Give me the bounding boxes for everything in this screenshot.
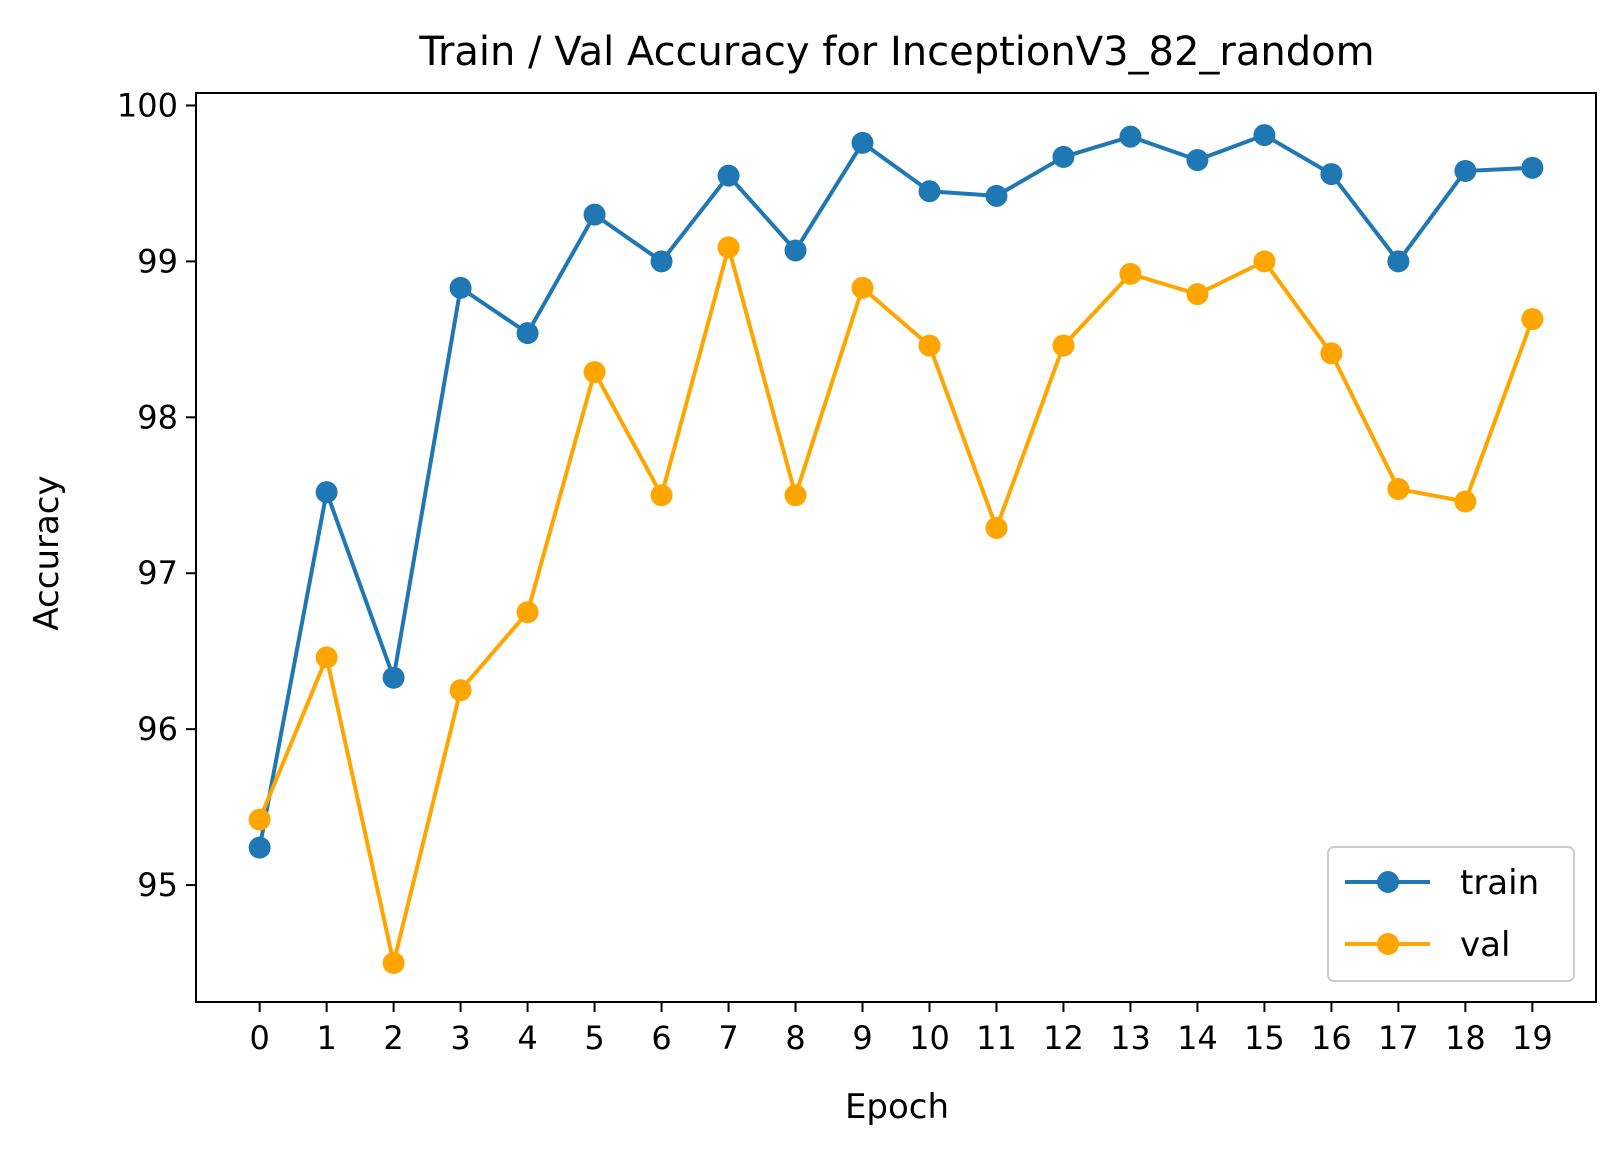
y-tick-label: 96 bbox=[137, 710, 178, 748]
x-tick-label: 14 bbox=[1177, 1019, 1218, 1057]
data-point-val bbox=[583, 361, 606, 384]
data-point-val bbox=[248, 808, 271, 831]
x-tick-label: 3 bbox=[450, 1019, 470, 1057]
y-tick-label: 98 bbox=[137, 398, 178, 436]
y-tick-label: 99 bbox=[137, 242, 178, 280]
x-tick-label: 8 bbox=[785, 1019, 805, 1057]
data-point-val bbox=[1521, 308, 1544, 331]
data-point-train bbox=[1521, 156, 1544, 179]
x-tick-label: 0 bbox=[249, 1019, 269, 1057]
data-point-train bbox=[650, 250, 673, 273]
data-point-val bbox=[1119, 262, 1142, 285]
data-point-train bbox=[784, 239, 807, 262]
data-point-val bbox=[449, 679, 472, 702]
data-point-val bbox=[382, 952, 405, 975]
data-point-train bbox=[918, 180, 941, 203]
x-tick-label: 6 bbox=[651, 1019, 671, 1057]
data-point-train bbox=[1387, 250, 1410, 273]
data-point-train bbox=[315, 481, 338, 504]
series-line-train bbox=[257, 133, 1533, 849]
plot-frame bbox=[195, 92, 1597, 1003]
x-tick-label: 19 bbox=[1512, 1019, 1553, 1057]
x-tick-label: 12 bbox=[1043, 1019, 1084, 1057]
legend-marker-train bbox=[1377, 871, 1399, 893]
x-tick-label: 4 bbox=[517, 1019, 537, 1057]
data-point-val bbox=[985, 517, 1008, 540]
x-axis-ticks: 0 1 2 3 4 5 6 7 8 9 10 11 12 13 14 15 16 17 18 19 bbox=[249, 1002, 1553, 1057]
data-point-train bbox=[851, 131, 874, 154]
data-point-train bbox=[516, 322, 539, 345]
data-point-val bbox=[784, 484, 807, 507]
data-point-train bbox=[1186, 149, 1209, 172]
y-tick-label: 95 bbox=[137, 866, 178, 904]
y-axis-ticks: 95 96 97 98 99 100 bbox=[117, 86, 196, 904]
data-point-val bbox=[1387, 478, 1410, 501]
data-point-val bbox=[1052, 334, 1075, 357]
data-point-train bbox=[382, 666, 405, 689]
x-tick-label: 13 bbox=[1110, 1019, 1151, 1057]
x-axis-label: Epoch bbox=[845, 1087, 949, 1127]
data-point-val bbox=[1186, 283, 1209, 306]
data-point-train bbox=[1119, 125, 1142, 148]
x-tick-label: 16 bbox=[1311, 1019, 1352, 1057]
x-tick-label: 10 bbox=[909, 1019, 950, 1057]
legend-label-train: train bbox=[1460, 863, 1539, 903]
x-tick-label: 9 bbox=[852, 1019, 872, 1057]
data-point-val bbox=[1454, 490, 1477, 513]
data-point-train bbox=[985, 184, 1008, 207]
data-point-train bbox=[717, 164, 740, 187]
legend-label-val: val bbox=[1460, 925, 1510, 965]
x-tick-label: 7 bbox=[718, 1019, 738, 1057]
data-point-val bbox=[650, 484, 673, 507]
data-point-val bbox=[717, 236, 740, 259]
data-point-train bbox=[1052, 145, 1075, 168]
data-point-train bbox=[1320, 163, 1343, 186]
x-tick-label: 5 bbox=[584, 1019, 604, 1057]
data-point-val bbox=[1320, 342, 1343, 365]
data-point-train bbox=[1253, 124, 1276, 147]
x-tick-label: 1 bbox=[316, 1019, 336, 1057]
x-tick-label: 15 bbox=[1244, 1019, 1285, 1057]
legend: train val bbox=[1327, 846, 1575, 982]
series-line-val bbox=[257, 245, 1535, 966]
data-point-val bbox=[918, 334, 941, 357]
data-point-val bbox=[516, 601, 539, 624]
y-tick-label: 100 bbox=[117, 86, 178, 124]
data-point-val bbox=[1253, 250, 1276, 273]
y-axis-label: Accuracy bbox=[27, 475, 67, 630]
data-point-val bbox=[315, 646, 338, 669]
x-tick-label: 11 bbox=[976, 1019, 1017, 1057]
data-point-train bbox=[248, 836, 271, 859]
plot-area bbox=[248, 124, 1544, 975]
legend-marker-val bbox=[1377, 933, 1399, 955]
x-tick-label: 18 bbox=[1445, 1019, 1486, 1057]
data-point-val bbox=[851, 276, 874, 299]
y-tick-label: 97 bbox=[137, 554, 178, 592]
x-tick-label: 2 bbox=[383, 1019, 403, 1057]
x-tick-label: 17 bbox=[1378, 1019, 1419, 1057]
data-point-train bbox=[583, 203, 606, 226]
chart-title: Train / Val Accuracy for InceptionV3_82_… bbox=[418, 29, 1374, 75]
data-point-train bbox=[1454, 159, 1477, 182]
data-point-train bbox=[449, 276, 472, 299]
